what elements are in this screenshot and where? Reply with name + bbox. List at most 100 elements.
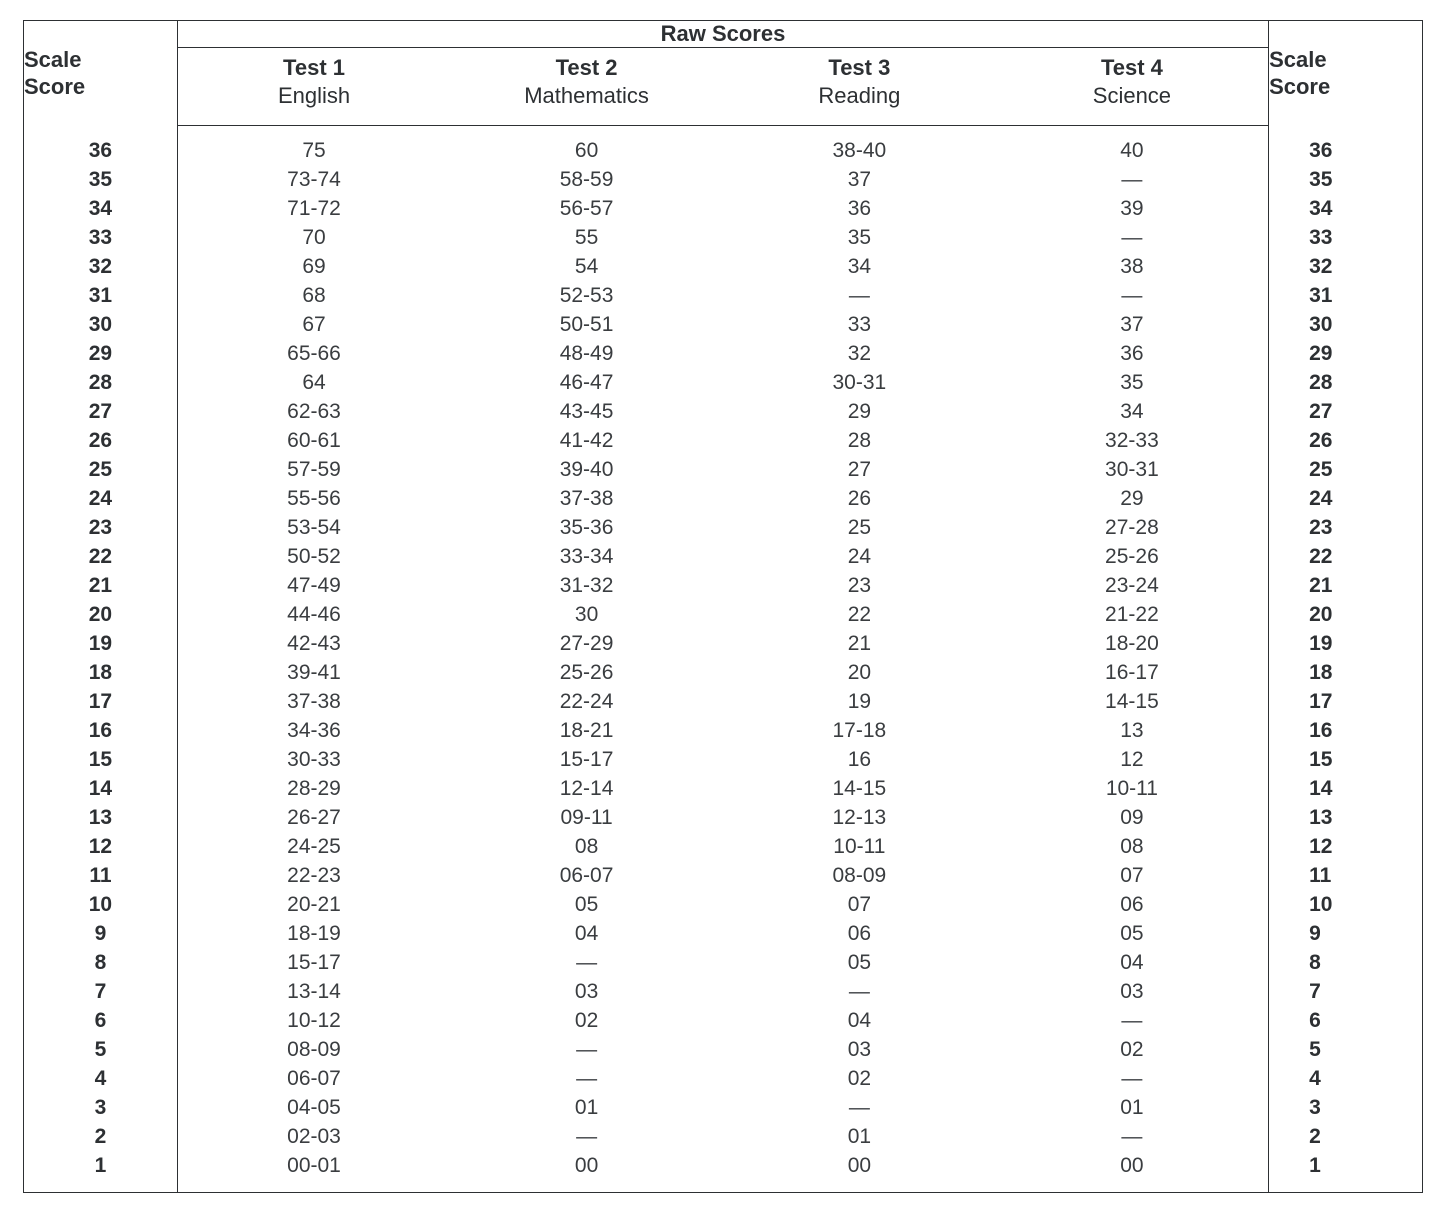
cell-test-4: 36	[996, 339, 1269, 368]
table-row: 2250-5233-342425-2622	[24, 542, 1423, 571]
cell-test-2: 25-26	[450, 658, 723, 687]
cell-test-1: 73-74	[177, 165, 450, 194]
cell-test-3: —	[723, 977, 996, 1006]
cell-test-3: 36	[723, 194, 996, 223]
cell-test-4: 35	[996, 368, 1269, 397]
cell-scale-right: 16	[1269, 716, 1423, 745]
cell-scale-right: 19	[1269, 629, 1423, 658]
cell-scale-left: 2	[24, 1122, 178, 1151]
cell-test-4: 00	[996, 1151, 1269, 1193]
cell-test-1: 37-38	[177, 687, 450, 716]
cell-scale-left: 10	[24, 890, 178, 919]
cell-scale-left: 23	[24, 513, 178, 542]
cell-scale-right: 21	[1269, 571, 1423, 600]
table-row: 306750-51333730	[24, 310, 1423, 339]
cell-scale-left: 15	[24, 745, 178, 774]
table-row: 326954343832	[24, 252, 1423, 281]
cell-test-1: 62-63	[177, 397, 450, 426]
table-row: 1839-4125-262016-1718	[24, 658, 1423, 687]
cell-test-3: 07	[723, 890, 996, 919]
cell-test-1: 10-12	[177, 1006, 450, 1035]
table-row: 100-010000001	[24, 1151, 1423, 1193]
cell-scale-right: 8	[1269, 948, 1423, 977]
table-row: 2965-6648-49323629	[24, 339, 1423, 368]
table-row: 3573-7458-5937—35	[24, 165, 1423, 194]
cell-test-3: —	[723, 281, 996, 310]
cell-scale-left: 30	[24, 310, 178, 339]
cell-test-1: 13-14	[177, 977, 450, 1006]
cell-test-4: —	[996, 1122, 1269, 1151]
cell-scale-left: 35	[24, 165, 178, 194]
cell-test-3: 22	[723, 600, 996, 629]
cell-test-4: 01	[996, 1093, 1269, 1122]
cell-test-3: —	[723, 1093, 996, 1122]
cell-scale-left: 11	[24, 861, 178, 890]
cell-test-1: 71-72	[177, 194, 450, 223]
cell-test-4: —	[996, 1006, 1269, 1035]
cell-test-2: 30	[450, 600, 723, 629]
table-row: 1122-2306-0708-090711	[24, 861, 1423, 890]
cell-scale-right: 33	[1269, 223, 1423, 252]
table-row: 1326-2709-1112-130913	[24, 803, 1423, 832]
cell-test-4: 12	[996, 745, 1269, 774]
cell-test-4: 38	[996, 252, 1269, 281]
cell-test-3: 30-31	[723, 368, 996, 397]
cell-scale-left: 3	[24, 1093, 178, 1122]
cell-test-4: 06	[996, 890, 1269, 919]
cell-test-2: 12-14	[450, 774, 723, 803]
cell-test-1: 02-03	[177, 1122, 450, 1151]
table-row: 1634-3618-2117-181316	[24, 716, 1423, 745]
cell-test-4: 25-26	[996, 542, 1269, 571]
cell-scale-right: 20	[1269, 600, 1423, 629]
table-row: 1530-3315-17161215	[24, 745, 1423, 774]
cell-test-1: 22-23	[177, 861, 450, 890]
cell-test-4: 32-33	[996, 426, 1269, 455]
cell-scale-left: 29	[24, 339, 178, 368]
cell-test-4: 13	[996, 716, 1269, 745]
cell-test-2: 01	[450, 1093, 723, 1122]
cell-test-4: 10-11	[996, 774, 1269, 803]
cell-test-2: —	[450, 1064, 723, 1093]
cell-test-2: 35-36	[450, 513, 723, 542]
cell-test-2: 06-07	[450, 861, 723, 890]
cell-scale-left: 33	[24, 223, 178, 252]
table-row: 1942-4327-292118-2019	[24, 629, 1423, 658]
cell-scale-left: 27	[24, 397, 178, 426]
cell-test-2: —	[450, 948, 723, 977]
cell-test-1: 65-66	[177, 339, 450, 368]
cell-test-2: 39-40	[450, 455, 723, 484]
cell-test-2: 37-38	[450, 484, 723, 513]
cell-test-4: 34	[996, 397, 1269, 426]
cell-scale-left: 25	[24, 455, 178, 484]
cell-scale-right: 4	[1269, 1064, 1423, 1093]
cell-test-2: 22-24	[450, 687, 723, 716]
cell-scale-right: 26	[1269, 426, 1423, 455]
table-row: 1428-2912-1414-1510-1114	[24, 774, 1423, 803]
cell-test-2: 52-53	[450, 281, 723, 310]
cell-test-3: 12-13	[723, 803, 996, 832]
cell-scale-right: 3	[1269, 1093, 1423, 1122]
cell-test-2: 02	[450, 1006, 723, 1035]
cell-scale-right: 31	[1269, 281, 1423, 310]
header-test-3: Test 3 Reading	[723, 48, 996, 126]
cell-test-4: 14-15	[996, 687, 1269, 716]
cell-scale-left: 17	[24, 687, 178, 716]
cell-test-4: 07	[996, 861, 1269, 890]
table-row: 2353-5435-362527-2823	[24, 513, 1423, 542]
cell-scale-left: 4	[24, 1064, 178, 1093]
cell-test-3: 14-15	[723, 774, 996, 803]
cell-scale-right: 15	[1269, 745, 1423, 774]
cell-test-1: 30-33	[177, 745, 450, 774]
cell-test-3: 38-40	[723, 126, 996, 166]
cell-test-3: 20	[723, 658, 996, 687]
cell-test-4: 05	[996, 919, 1269, 948]
cell-test-4: 18-20	[996, 629, 1269, 658]
cell-test-2: 09-11	[450, 803, 723, 832]
cell-scale-left: 24	[24, 484, 178, 513]
cell-test-2: 50-51	[450, 310, 723, 339]
cell-scale-right: 9	[1269, 919, 1423, 948]
cell-test-3: 29	[723, 397, 996, 426]
header-scale-left: Scale Score	[24, 21, 178, 126]
cell-scale-right: 11	[1269, 861, 1423, 890]
table-row: 202-03—01—2	[24, 1122, 1423, 1151]
